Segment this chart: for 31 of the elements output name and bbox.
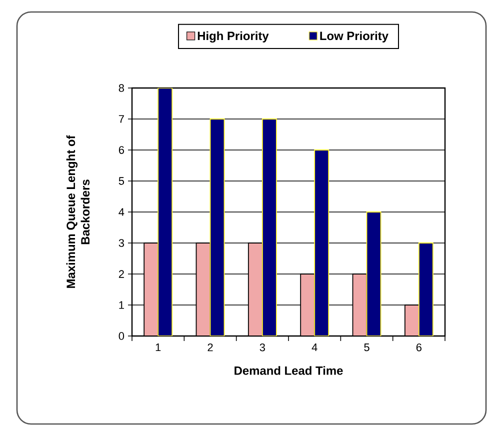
y-axis-title: Maximum Queue Lenght of Backorders	[66, 135, 90, 288]
bar	[404, 304, 420, 336]
legend-label: Low Priority	[320, 31, 388, 42]
y-tick-label: 3	[118, 239, 124, 247]
y-tick-label: 5	[118, 177, 124, 185]
bar	[314, 150, 330, 336]
bar	[196, 242, 211, 336]
bar	[300, 274, 316, 336]
x-tick-label: 4	[312, 344, 318, 352]
x-tick-label: 2	[208, 344, 213, 352]
y-tick-label: 2	[118, 270, 124, 278]
x-axis-title: Demand Lead Time	[234, 366, 343, 375]
bar	[352, 274, 368, 336]
legend-label: High Priority	[198, 31, 269, 43]
x-tick-label: 6	[416, 344, 422, 352]
y-tick-label: 6	[118, 146, 124, 154]
bar	[248, 242, 263, 336]
bar	[262, 118, 277, 336]
bar	[144, 242, 159, 336]
x-tick-label: 5	[364, 344, 370, 352]
y-tick-label: 1	[119, 301, 124, 309]
bar	[366, 212, 382, 336]
bar	[210, 118, 225, 336]
y-tick-label: 8	[118, 84, 124, 92]
y-tick-label: 0	[118, 332, 124, 340]
x-tick-label: 1	[156, 344, 161, 352]
y-tick-label: 7	[118, 115, 124, 123]
y-tick-label: 4	[118, 208, 124, 216]
bar	[158, 88, 173, 336]
x-tick-label: 3	[260, 344, 265, 352]
bar	[418, 242, 434, 336]
